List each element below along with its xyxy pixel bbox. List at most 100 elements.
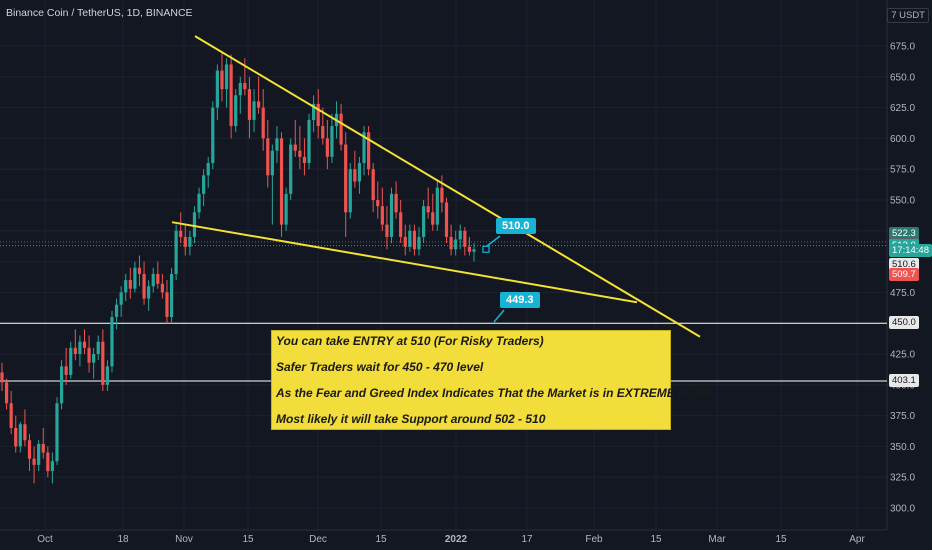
candle-body bbox=[380, 206, 384, 225]
candle-body bbox=[275, 138, 279, 151]
candle-body bbox=[82, 341, 87, 348]
y-tick-label: 375.0 bbox=[890, 411, 915, 422]
candle-body bbox=[293, 144, 297, 151]
candle-body bbox=[408, 230, 412, 247]
candle-body bbox=[156, 273, 160, 284]
y-tick-label: 575.0 bbox=[890, 165, 915, 176]
candle-body bbox=[124, 280, 128, 293]
x-tick-label: 15 bbox=[650, 534, 662, 545]
x-tick-label: Nov bbox=[175, 534, 193, 545]
x-tick-label: Apr bbox=[849, 534, 865, 545]
candle-body bbox=[59, 366, 64, 404]
candle-body bbox=[32, 458, 36, 465]
x-tick-label: 15 bbox=[375, 534, 387, 545]
candle-body bbox=[284, 193, 288, 225]
candle-body bbox=[4, 382, 9, 404]
candle-body bbox=[266, 138, 270, 176]
candle-body bbox=[385, 224, 389, 237]
candle-body bbox=[55, 403, 59, 462]
candle-body bbox=[188, 236, 192, 247]
candle-body bbox=[9, 403, 13, 428]
y-tick-label: 600.0 bbox=[890, 134, 915, 145]
x-tick-label: 15 bbox=[775, 534, 787, 545]
note-entry: You can take ENTRY at 510 (For Risky Tra… bbox=[276, 334, 544, 348]
candle-body bbox=[302, 156, 307, 164]
candle-body bbox=[394, 193, 398, 213]
note-safer: Safer Traders wait for 450 - 470 level bbox=[276, 360, 484, 374]
candle-body bbox=[14, 427, 18, 447]
callout-pointer bbox=[493, 309, 505, 323]
price-tag: 403.1 bbox=[889, 373, 919, 387]
candle-body bbox=[220, 70, 224, 90]
candle-body bbox=[142, 273, 146, 299]
currency-badge[interactable]: 7 USDT bbox=[887, 8, 929, 23]
candle-body bbox=[27, 440, 32, 459]
y-tick-label: 625.0 bbox=[890, 103, 915, 114]
x-tick-label: Oct bbox=[37, 534, 53, 545]
candle-body bbox=[312, 103, 316, 120]
candle-body bbox=[238, 82, 242, 96]
candle-body bbox=[211, 107, 215, 164]
y-tick-label: 350.0 bbox=[890, 442, 915, 453]
candle-body bbox=[252, 101, 256, 120]
y-tick-label: 325.0 bbox=[890, 473, 915, 484]
candle-body bbox=[321, 126, 325, 139]
candle-body bbox=[23, 424, 27, 441]
candle-body bbox=[417, 236, 421, 250]
candle-body bbox=[330, 126, 334, 157]
analysis-note: You can take ENTRY at 510 (For Risky Tra… bbox=[271, 330, 714, 430]
candle-body bbox=[440, 187, 444, 203]
candle-body bbox=[389, 193, 394, 237]
candle-body bbox=[403, 236, 407, 247]
candle-body bbox=[41, 443, 45, 453]
candle-body bbox=[316, 103, 320, 127]
price-callout: 449.3 bbox=[500, 292, 540, 308]
x-tick-label: Feb bbox=[585, 534, 603, 545]
candle-body bbox=[454, 239, 458, 250]
candle-body bbox=[449, 236, 453, 250]
candle-body bbox=[92, 354, 96, 363]
candle-body bbox=[234, 95, 238, 127]
candle-body bbox=[206, 163, 210, 176]
candle-body bbox=[169, 273, 174, 318]
candle-body bbox=[202, 175, 206, 194]
candle-body bbox=[18, 424, 22, 447]
currency-label: USDT bbox=[899, 10, 925, 21]
candle-body bbox=[279, 138, 284, 225]
candle-body bbox=[243, 82, 247, 90]
candle-body bbox=[344, 144, 348, 213]
candle-body bbox=[50, 461, 55, 472]
note-support: Most likely it will take Support around … bbox=[276, 412, 546, 426]
callout-pointer bbox=[486, 235, 501, 247]
candle-body bbox=[128, 280, 132, 289]
candle-body bbox=[444, 202, 449, 237]
entry-marker bbox=[482, 245, 490, 253]
candle-body bbox=[435, 187, 439, 225]
candle-body bbox=[229, 64, 233, 127]
candle-body bbox=[289, 144, 293, 194]
price-callout: 510.0 bbox=[496, 218, 536, 234]
y-tick-label: 475.0 bbox=[890, 288, 915, 299]
x-tick-label: 15 bbox=[242, 534, 254, 545]
candle-body bbox=[458, 230, 462, 240]
candle-body bbox=[147, 286, 151, 299]
price-tag: 450.0 bbox=[889, 316, 919, 330]
candle-body bbox=[110, 317, 114, 367]
candle-body bbox=[0, 372, 4, 383]
candle-body bbox=[270, 150, 274, 176]
y-tick-label: 300.0 bbox=[890, 504, 915, 515]
price-tag: 522.3 bbox=[889, 227, 919, 241]
price-tag: 509.7 bbox=[889, 267, 919, 281]
y-tick-label: 650.0 bbox=[890, 72, 915, 83]
candle-body bbox=[133, 267, 137, 289]
price-tag: 17:14:48 bbox=[889, 244, 932, 258]
x-tick-label: 17 bbox=[521, 534, 533, 545]
candle-body bbox=[183, 236, 187, 247]
candle-body bbox=[421, 206, 426, 237]
candle-body bbox=[247, 89, 252, 120]
candle-body bbox=[431, 212, 435, 225]
x-tick-label: 2022 bbox=[445, 534, 468, 545]
candle-body bbox=[339, 113, 343, 145]
